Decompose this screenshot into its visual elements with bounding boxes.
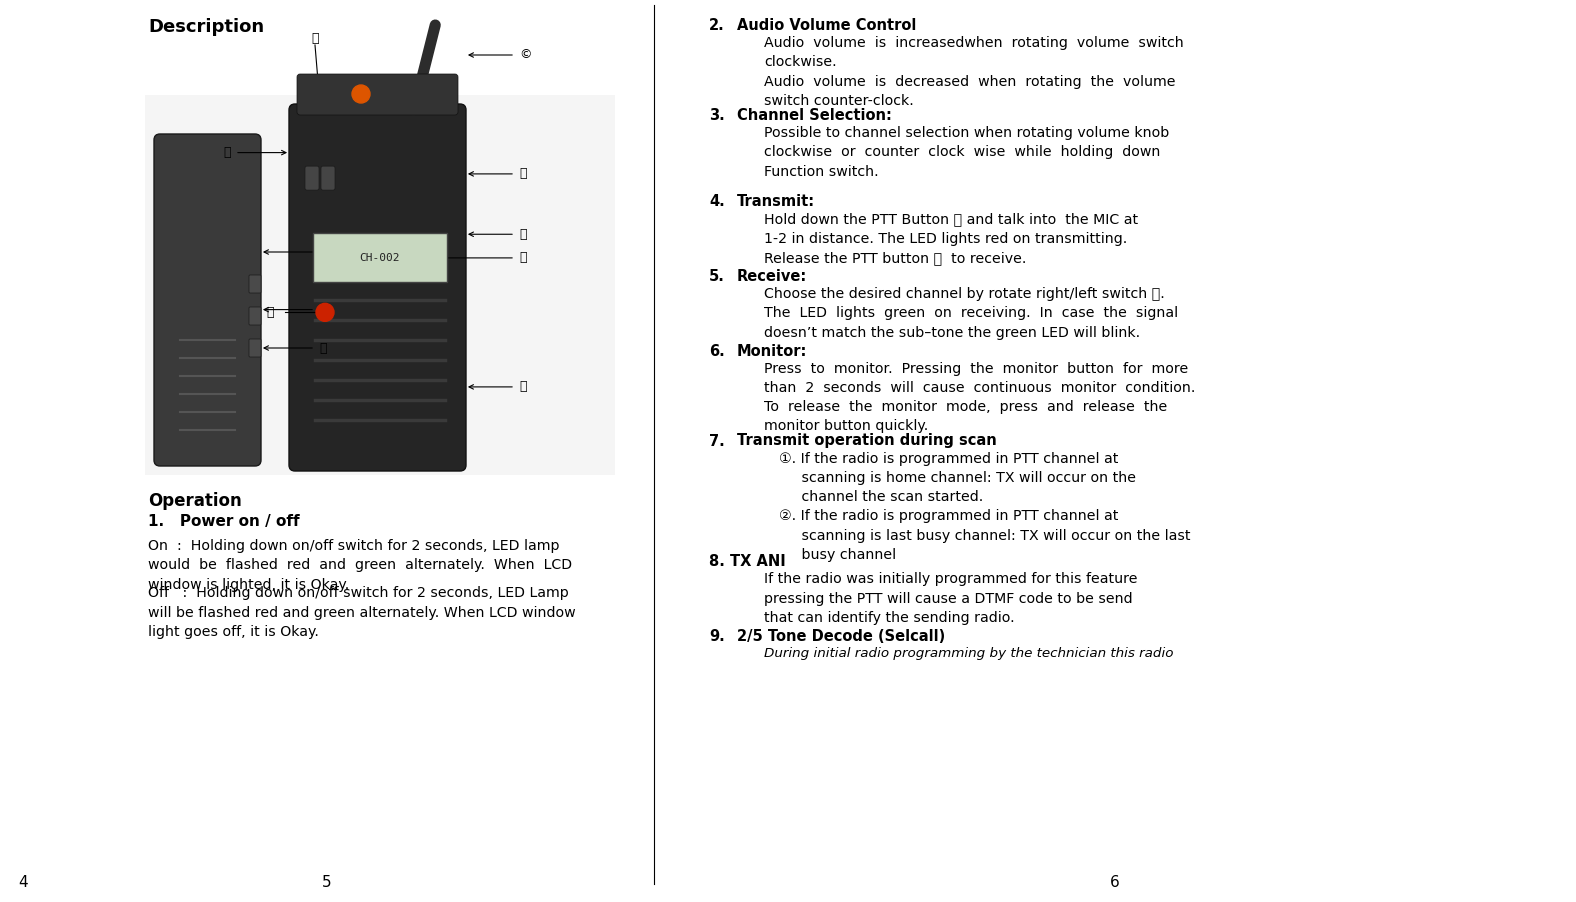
Text: Possible to channel selection when rotating volume knob
clockwise  or  counter  : Possible to channel selection when rotat… [764,126,1169,179]
Text: 4.: 4. [709,195,725,209]
Text: If the radio was initially programmed for this feature
pressing the PTT will cau: If the radio was initially programmed fo… [764,573,1138,625]
FancyBboxPatch shape [322,166,336,190]
Text: 1.   Power on / off: 1. Power on / off [148,514,299,529]
Text: ⓗ: ⓗ [318,245,326,259]
Circle shape [351,85,370,103]
Text: 2/5 Tone Decode (Selcall): 2/5 Tone Decode (Selcall) [738,629,946,644]
FancyBboxPatch shape [154,134,262,466]
Bar [145,95,615,475]
Text: 7.: 7. [709,434,725,448]
Text: ⓖ: ⓖ [310,32,318,44]
Text: Description: Description [148,18,265,36]
Text: ⓑ: ⓑ [519,227,526,241]
Text: Transmit:: Transmit: [738,195,815,209]
FancyBboxPatch shape [306,166,318,190]
Text: 9.: 9. [709,629,725,644]
Text: 5: 5 [322,875,333,890]
FancyBboxPatch shape [314,234,448,282]
Text: Receive:: Receive: [738,269,807,284]
Text: Audio Volume Control: Audio Volume Control [738,18,916,33]
Text: On  :  Holding down on/off switch for 2 seconds, LED lamp
would  be  flashed  re: On : Holding down on/off switch for 2 se… [148,539,572,592]
Text: ⓓ: ⓓ [519,168,526,180]
Text: ⓘ: ⓘ [519,252,526,264]
Text: 4: 4 [17,875,28,890]
Text: Monitor:: Monitor: [738,344,807,358]
Text: ①. If the radio is programmed in PTT channel at
     scanning is home channel: T: ①. If the radio is programmed in PTT cha… [779,452,1190,562]
Text: 5.: 5. [709,269,725,284]
Text: ⓘ: ⓘ [318,342,326,354]
Text: ⓐ: ⓐ [266,306,274,318]
Text: Off   :  Holding down on/off switch for 2 seconds, LED Lamp
will be flashed red : Off : Holding down on/off switch for 2 s… [148,586,575,640]
Text: ⓕ: ⓕ [318,303,326,316]
Text: CH-002: CH-002 [359,253,400,262]
FancyBboxPatch shape [296,74,459,115]
Text: Choose the desired channel by rotate right/left switch ⓚ.
The  LED  lights  gree: Choose the desired channel by rotate rig… [764,287,1179,339]
Text: Operation: Operation [148,492,241,510]
Text: During initial radio programming by the technician this radio: During initial radio programming by the … [764,647,1174,660]
Text: 6.: 6. [709,344,725,358]
Text: 2.: 2. [709,18,725,33]
FancyBboxPatch shape [288,104,466,471]
Text: Audio  volume  is  increasedwhen  rotating  volume  switch
clockwise.
Audio  vol: Audio volume is increasedwhen rotating v… [764,36,1184,108]
FancyBboxPatch shape [249,307,262,325]
Circle shape [317,303,334,321]
Text: Press  to  monitor.  Pressing  the  monitor  button  for  more
than  2  seconds : Press to monitor. Pressing the monitor b… [764,362,1196,433]
FancyBboxPatch shape [249,339,262,357]
FancyBboxPatch shape [249,275,262,293]
Text: ©: © [519,49,531,61]
Text: 3.: 3. [709,108,725,123]
Text: Hold down the PTT Button ⓗ and talk into  the MIC at
1-2 in distance. The LED li: Hold down the PTT Button ⓗ and talk into… [764,213,1138,265]
Text: ⓔ: ⓔ [519,381,526,393]
Text: Transmit operation during scan: Transmit operation during scan [738,434,996,448]
Text: 8. TX ANI: 8. TX ANI [709,555,786,569]
Text: 6: 6 [1110,875,1121,890]
Text: Channel Selection:: Channel Selection: [738,108,892,123]
Text: ⓚ: ⓚ [224,146,232,159]
